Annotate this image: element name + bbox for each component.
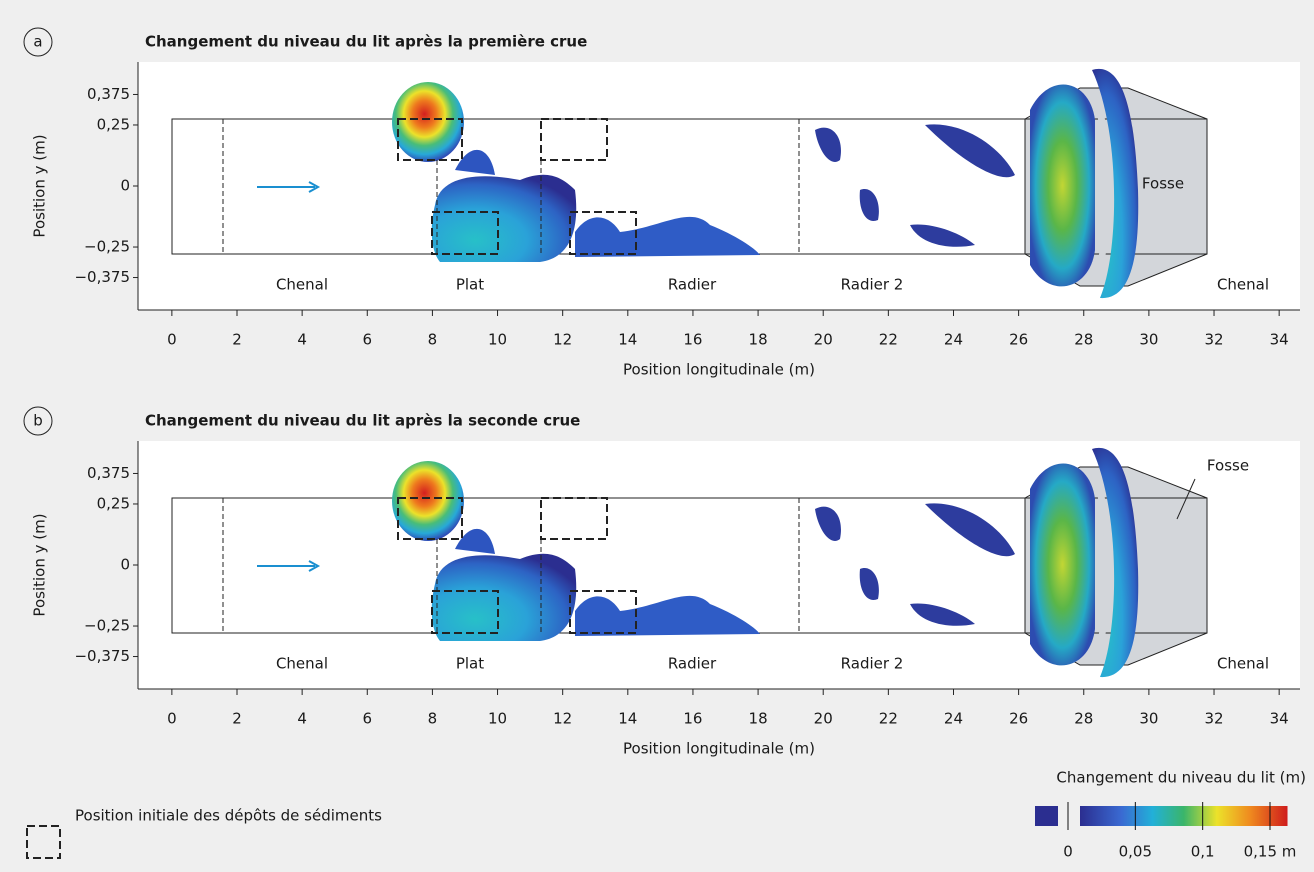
- x-tick-label: 18: [749, 710, 768, 728]
- chart-title: Changement du niveau du lit après la pre…: [145, 33, 587, 51]
- x-tick-label: 4: [297, 331, 307, 349]
- x-tick-label: 6: [363, 710, 373, 728]
- x-axis-label: Position longitudinale (m): [623, 361, 815, 379]
- panel-label: a: [33, 33, 42, 51]
- x-tick-label: 12: [553, 331, 572, 349]
- x-tick-label: 10: [488, 331, 507, 349]
- x-tick-label: 24: [944, 710, 963, 728]
- x-tick-label: 16: [683, 331, 702, 349]
- colorbar-tick-label: 0,05: [1119, 843, 1152, 861]
- panel-label-circle: [23, 27, 53, 57]
- colorbar: [1080, 806, 1288, 826]
- x-tick-label: 32: [1204, 710, 1223, 728]
- x-axis-label: Position longitudinale (m): [623, 740, 815, 758]
- colorbar-tick-label: 0,1: [1191, 843, 1215, 861]
- legend-swatch: [26, 825, 61, 859]
- x-tick-label: 28: [1074, 710, 1093, 728]
- chart-title: Changement du niveau du lit après la sec…: [145, 412, 580, 430]
- y-tick-label: −0,375: [74, 647, 130, 665]
- x-tick-label: 22: [879, 331, 898, 349]
- annotation: Plat: [456, 276, 484, 294]
- colorbar-negative: [1035, 806, 1058, 826]
- annotation: Fosse: [1142, 175, 1184, 193]
- panel-label: b: [33, 412, 43, 430]
- colorbar-tick-label: 0,15 m: [1244, 843, 1297, 861]
- x-tick-label: 34: [1270, 331, 1289, 349]
- x-tick-label: 2: [232, 331, 242, 349]
- x-tick-label: 14: [618, 331, 637, 349]
- y-tick-label: 0: [120, 556, 130, 574]
- annotation: Radier 2: [841, 655, 904, 673]
- annotation: Chenal: [1217, 276, 1269, 294]
- x-tick-label: 4: [297, 710, 307, 728]
- panel-label-circle: [23, 406, 53, 436]
- y-tick-label: 0,375: [87, 85, 130, 103]
- x-tick-label: 24: [944, 331, 963, 349]
- x-tick-label: 8: [428, 331, 438, 349]
- y-tick-label: −0,375: [74, 268, 130, 286]
- legend-label: Position initiale des dépôts de sédiment…: [75, 807, 382, 825]
- annotation: Chenal: [276, 655, 328, 673]
- x-tick-label: 20: [814, 331, 833, 349]
- annotation: Radier 2: [841, 276, 904, 294]
- x-tick-label: 20: [814, 710, 833, 728]
- annotation: Radier: [668, 276, 717, 294]
- x-tick-label: 18: [749, 331, 768, 349]
- y-tick-label: 0: [120, 177, 130, 195]
- colorbar-label: Changement du niveau du lit (m): [1056, 769, 1306, 787]
- x-tick-label: 0: [167, 331, 177, 349]
- annotation: Radier: [668, 655, 717, 673]
- annotation: Chenal: [276, 276, 328, 294]
- annotation: Plat: [456, 655, 484, 673]
- y-tick-label: 0,375: [87, 464, 130, 482]
- x-tick-label: 34: [1270, 710, 1289, 728]
- x-tick-label: 26: [1009, 710, 1028, 728]
- panel: a Changement du niveau du lit après la pr…: [23, 27, 1300, 379]
- colorbar-tick-label: 0: [1063, 843, 1073, 861]
- x-tick-label: 28: [1074, 331, 1093, 349]
- y-axis-label: Position y (m): [31, 134, 49, 237]
- y-tick-label: 0,25: [97, 494, 130, 512]
- panels: a Changement du niveau du lit après la pr…: [23, 27, 1300, 758]
- x-tick-label: 22: [879, 710, 898, 728]
- x-tick-label: 2: [232, 710, 242, 728]
- panel: b Changement du niveau du lit après la se…: [23, 406, 1300, 758]
- y-axis-label: Position y (m): [31, 513, 49, 616]
- x-tick-label: 16: [683, 710, 702, 728]
- x-tick-label: 26: [1009, 331, 1028, 349]
- x-tick-label: 0: [167, 710, 177, 728]
- x-tick-label: 12: [553, 710, 572, 728]
- x-tick-label: 30: [1139, 710, 1158, 728]
- annotation-leader: [1176, 478, 1196, 520]
- x-tick-label: 30: [1139, 331, 1158, 349]
- x-tick-label: 8: [428, 710, 438, 728]
- annotation: Fosse: [1207, 457, 1249, 475]
- x-tick-label: 10: [488, 710, 507, 728]
- y-tick-label: −0,25: [84, 617, 130, 635]
- annotation: Chenal: [1217, 655, 1269, 673]
- x-tick-label: 6: [363, 331, 373, 349]
- y-tick-label: −0,25: [84, 238, 130, 256]
- x-tick-label: 32: [1204, 331, 1223, 349]
- x-tick-label: 14: [618, 710, 637, 728]
- y-tick-label: 0,25: [97, 115, 130, 133]
